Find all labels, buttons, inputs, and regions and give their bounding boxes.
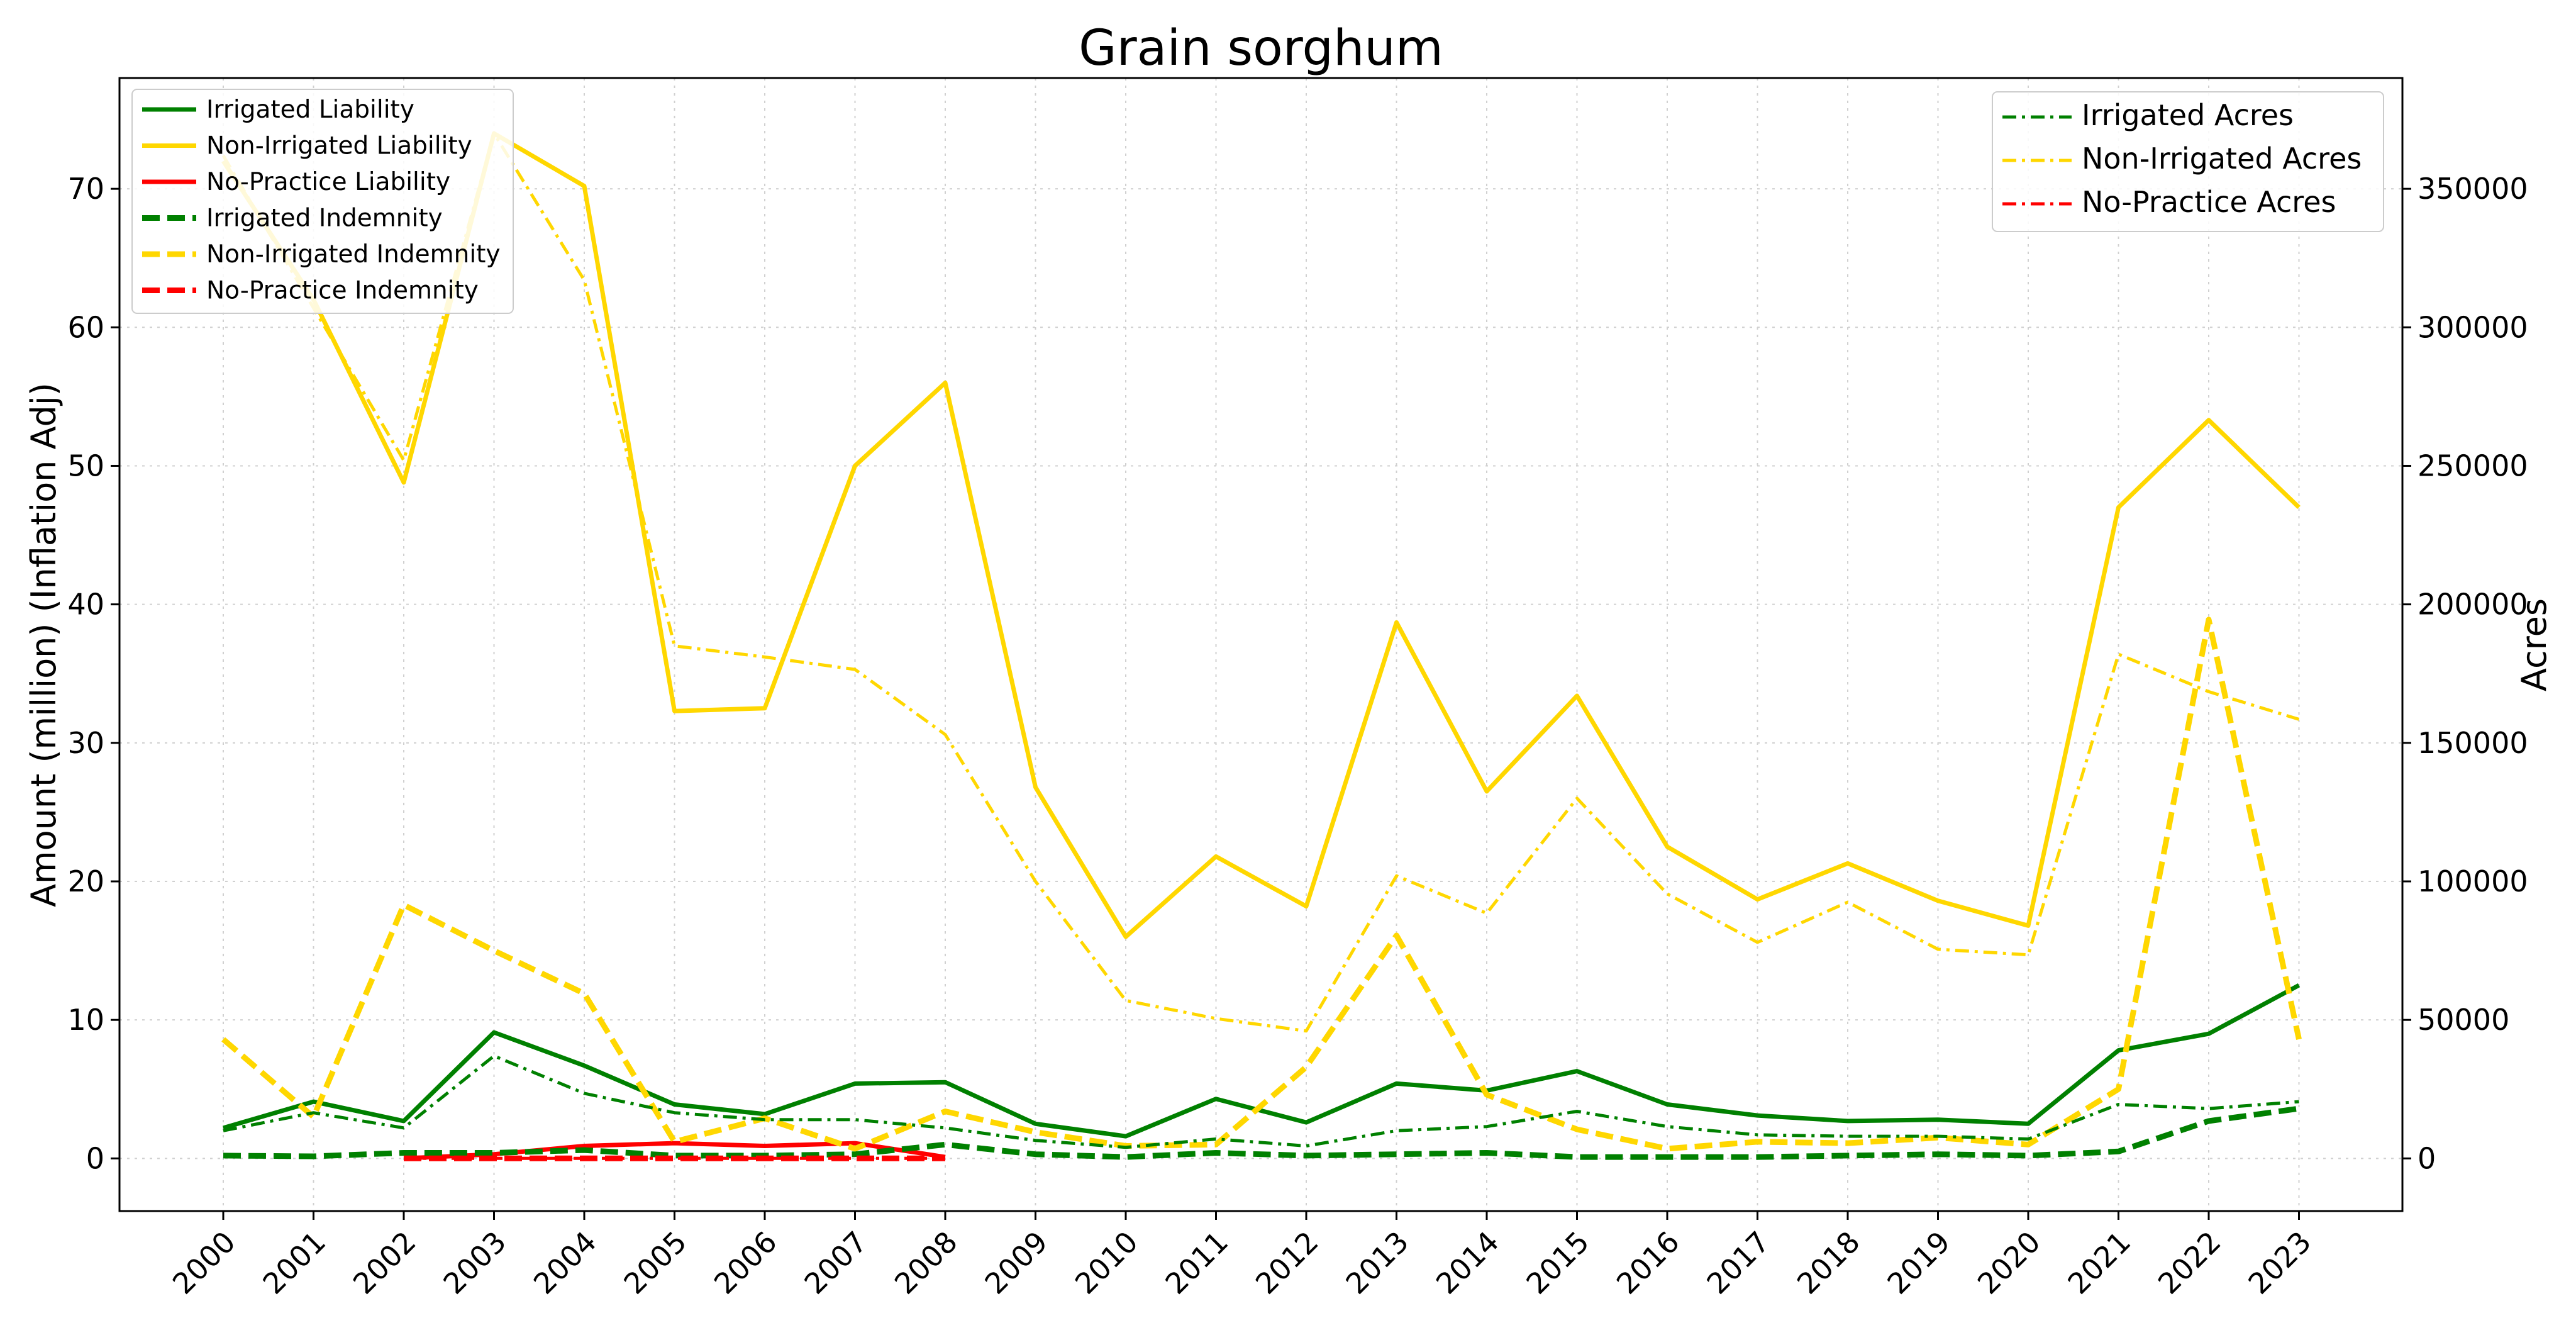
legend-right: Irrigated Acres Non-Irrigated Acres No-Pra… — [1992, 91, 2384, 232]
legend-left-label-irrigated-liability: Irrigated Liability — [206, 96, 414, 124]
y2-tick-label: 150000 — [2418, 726, 2528, 760]
y-tick-label: 10 — [67, 1003, 104, 1037]
y-tick-label: 50 — [67, 449, 104, 483]
series-line-non-irrigated-acres — [221, 131, 2300, 1033]
series-line-non-irrigated-liability — [221, 131, 2301, 939]
y-tick-label: 20 — [67, 864, 104, 898]
series-line-no-practice-liability — [403, 1141, 946, 1161]
legend-left-label-no-practice-liability: No-Practice Liability — [206, 168, 450, 196]
plot-lines — [221, 131, 2302, 1161]
legend-right-label-non-irrigated-acres: Non-Irrigated Acres — [2082, 142, 2362, 176]
legend-right-frame — [1992, 91, 2384, 232]
series-line-irrigated-indemnity — [223, 1105, 2300, 1160]
legend-right-label-no-practice-acres: No-Practice Acres — [2082, 185, 2336, 219]
y-tick-label: 70 — [67, 172, 104, 206]
series-line-irrigated-liability — [223, 983, 2301, 1139]
y-axis-right: 0 50000 100000 150000 200000 250000 300000 3500… — [2402, 172, 2528, 1175]
y-axis-left: 0 10 20 30 40 50 60 70 — [67, 172, 119, 1175]
series-line-irrigated-acres — [223, 1054, 2299, 1149]
y2-tick-label: 250000 — [2418, 449, 2528, 483]
legend-left-label-no-practice-indemnity: No-Practice Indemnity — [206, 277, 479, 305]
y-tick-label: 60 — [67, 310, 104, 344]
legend-left: Irrigated Liability Non-Irrigated Liabili… — [131, 89, 514, 314]
y-axis-left-title: Amount (million) (Inflation Adj) — [24, 383, 64, 907]
y-tick-label: 30 — [67, 726, 104, 760]
y2-tick-label: 50000 — [2418, 1003, 2509, 1037]
y-axis-right-title: Acres — [2514, 598, 2554, 691]
y2-tick-label: 350000 — [2418, 172, 2528, 206]
legend-left-label-non-irrigated-indemnity: Non-Irrigated Indemnity — [206, 240, 501, 269]
y2-tick-label: 200000 — [2418, 588, 2528, 622]
plot-frame — [118, 77, 2404, 1212]
legend-left-frame — [131, 89, 514, 314]
y-tick-label: 0 — [86, 1141, 104, 1175]
chart-title: Grain sorghum — [1079, 20, 1443, 77]
legend-left-label-non-irrigated-liability: Non-Irrigated Liability — [206, 132, 472, 160]
y2-tick-label: 0 — [2418, 1141, 2436, 1175]
y2-tick-label: 100000 — [2418, 864, 2528, 898]
y-tick-label: 40 — [67, 588, 104, 622]
legend-right-label-irrigated-acres: Irrigated Acres — [2082, 98, 2294, 132]
legend-left-label-irrigated-indemnity: Irrigated Indemnity — [206, 204, 443, 233]
series-line-non-irrigated-indemnity — [221, 617, 2302, 1152]
y2-tick-label: 300000 — [2418, 310, 2528, 344]
